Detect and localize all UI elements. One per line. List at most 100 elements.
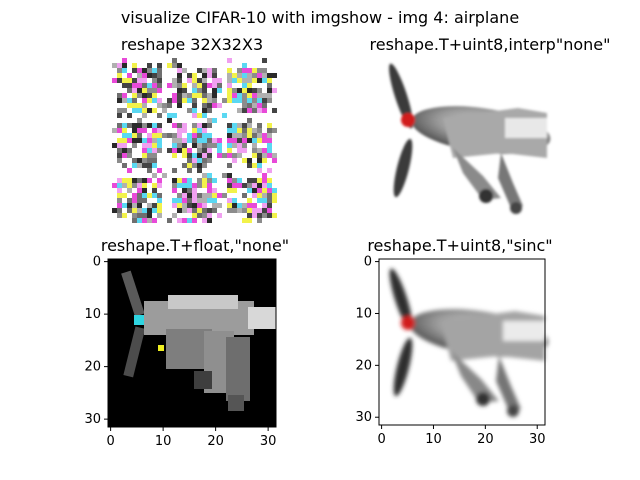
- tile-pixel: [242, 208, 247, 213]
- tile-pixel: [237, 128, 242, 133]
- tile-pixel: [207, 178, 212, 183]
- tile-pixel: [232, 193, 237, 198]
- tile-pixel: [272, 158, 277, 163]
- tile-pixel: [117, 73, 122, 78]
- tile-pixel: [242, 98, 247, 103]
- tile-pixel: [237, 93, 242, 98]
- tile-pixel: [127, 68, 132, 73]
- tile-pixel: [232, 123, 237, 128]
- panel-2-airplane: [389, 63, 551, 214]
- tile-pixel: [122, 178, 127, 183]
- tile-pixel: [187, 168, 192, 173]
- tile-pixel: [122, 63, 127, 68]
- tile-pixel: [247, 158, 252, 163]
- tile-pixel: [117, 203, 122, 208]
- tile-pixel: [237, 78, 242, 83]
- tile-pixel: [182, 153, 187, 158]
- x-tick-label: 30: [529, 432, 546, 447]
- tile-pixel: [197, 103, 202, 108]
- tile-pixel: [177, 68, 182, 73]
- tile-pixel: [142, 93, 147, 98]
- tile-pixel: [152, 138, 157, 143]
- tile-pixel: [217, 58, 222, 63]
- tile-pixel: [267, 128, 272, 133]
- tile-pixel: [232, 73, 237, 78]
- tile-pixel: [267, 73, 272, 78]
- tile-pixel: [237, 73, 242, 78]
- tile-pixel: [152, 108, 157, 113]
- tile-pixel: [137, 133, 142, 138]
- tile-pixel: [262, 158, 267, 163]
- tile-pixel: [232, 183, 237, 188]
- tile-pixel: [252, 78, 257, 83]
- tile-pixel: [147, 198, 152, 203]
- tile-pixel: [237, 203, 242, 208]
- tile-pixel: [267, 188, 272, 193]
- tile-pixel: [267, 208, 272, 213]
- tile-pixel: [187, 83, 192, 88]
- tile-pixel: [237, 108, 242, 113]
- tile-pixel: [187, 103, 192, 108]
- tile-pixel: [252, 83, 257, 88]
- tile-pixel: [272, 178, 277, 183]
- tile-pixel: [137, 83, 142, 88]
- tile-pixel: [267, 68, 272, 73]
- tile-pixel: [117, 138, 122, 143]
- tile-pixel: [262, 213, 267, 218]
- tile-pixel: [112, 143, 117, 148]
- tile-pixel: [137, 128, 142, 133]
- tile-pixel: [262, 128, 267, 133]
- tile-pixel: [232, 68, 237, 73]
- tile-pixel: [177, 138, 182, 143]
- x-tick-label: 20: [207, 434, 224, 449]
- tile-pixel: [207, 183, 212, 188]
- tile-pixel: [127, 208, 132, 213]
- tile-pixel: [157, 83, 162, 88]
- tile-pixel: [207, 123, 212, 128]
- tile-pixel: [227, 203, 232, 208]
- tile-pixel: [207, 158, 212, 163]
- tile-pixel: [247, 163, 252, 168]
- tile-pixel: [132, 158, 137, 163]
- tile-pixel: [197, 193, 202, 198]
- panel-4-frame: [378, 258, 546, 426]
- tile-pixel: [137, 188, 142, 193]
- tile-pixel: [157, 133, 162, 138]
- tile-pixel: [247, 68, 252, 73]
- tile-pixel: [142, 213, 147, 218]
- tile-pixel: [122, 163, 127, 168]
- tile-pixel: [172, 123, 177, 128]
- tile-pixel: [122, 148, 127, 153]
- tile-pixel: [202, 173, 207, 178]
- tile-pixel: [132, 133, 137, 138]
- tile-pixel: [227, 173, 232, 178]
- tile-pixel: [182, 163, 187, 168]
- tile-pixel: [117, 143, 122, 148]
- tile-pixel: [157, 68, 162, 73]
- tile-pixel: [152, 68, 157, 73]
- tile-pixel: [232, 128, 237, 133]
- tile-pixel: [172, 88, 177, 93]
- tile-pixel: [147, 83, 152, 88]
- tile-pixel: [212, 133, 217, 138]
- tile-pixel: [122, 118, 127, 123]
- tile-pixel: [202, 188, 207, 193]
- tile-pixel: [147, 63, 152, 68]
- tile-pixel: [147, 213, 152, 218]
- tile-pixel: [142, 83, 147, 88]
- tile-pixel: [132, 163, 137, 168]
- tile-pixel: [122, 88, 127, 93]
- tile-pixel: [192, 208, 197, 213]
- tile-pixel: [252, 153, 257, 158]
- tile-pixel: [252, 183, 257, 188]
- tile-pixel: [262, 208, 267, 213]
- tile-pixel: [187, 203, 192, 208]
- tile-pixel: [267, 83, 272, 88]
- tile-pixel: [142, 178, 147, 183]
- tile-pixel: [257, 68, 262, 73]
- tile-pixel: [217, 83, 222, 88]
- tile-pixel: [162, 183, 167, 188]
- tile-pixel: [187, 138, 192, 143]
- tile-pixel: [147, 188, 152, 193]
- tile-pixel: [177, 88, 182, 93]
